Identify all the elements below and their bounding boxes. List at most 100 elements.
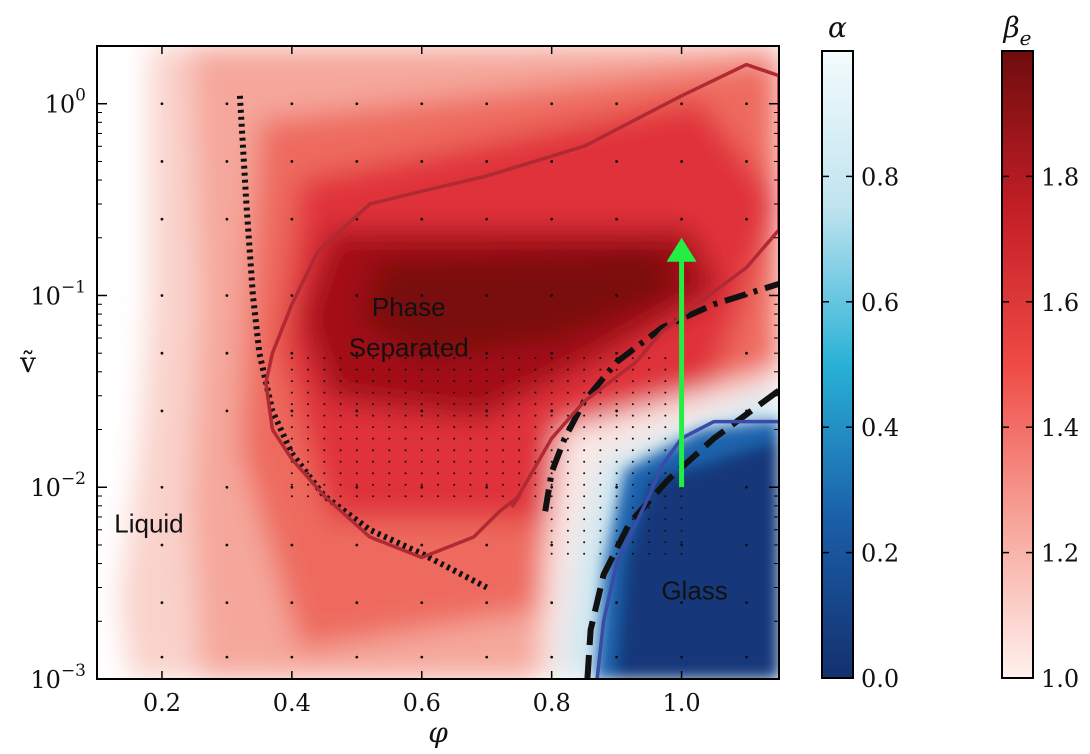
sample-dot (323, 472, 326, 475)
y-tick-label: 10−1 (30, 277, 86, 310)
sample-dot (534, 403, 537, 406)
sample-dot (355, 294, 359, 297)
sample-dot (631, 414, 634, 417)
sample-dot (290, 357, 293, 360)
sample-dot (664, 403, 667, 406)
sample-dot (420, 449, 423, 452)
sample-dot (290, 380, 293, 383)
sample-dot (420, 472, 423, 475)
sample-dot (599, 552, 602, 555)
sample-dot (307, 483, 310, 486)
sample-dot (680, 217, 683, 221)
sample-dot (550, 426, 553, 429)
sample-dot (388, 437, 391, 440)
sample-dot (583, 472, 586, 475)
sample-dot (550, 351, 554, 355)
sample-dot (469, 380, 472, 383)
sample-dot (648, 449, 651, 452)
sample-dot (420, 543, 424, 547)
sample-dot (566, 518, 569, 521)
colorbar-tick-label: 0.0 (861, 665, 899, 693)
sample-dot (290, 217, 294, 221)
sample-dot (485, 655, 489, 659)
sample-dot (420, 655, 424, 659)
sample-dot (485, 380, 488, 383)
sample-dot (664, 380, 667, 383)
sample-dot (339, 460, 342, 463)
sample-dot (518, 483, 521, 486)
sample-dot (583, 483, 586, 486)
sample-dot (339, 380, 342, 383)
sample-dot (485, 391, 488, 394)
x-tick-label: 0.8 (533, 689, 571, 717)
sample-dot (583, 368, 586, 371)
sample-dot (437, 483, 439, 486)
sample-dot (583, 426, 586, 429)
sample-dot (566, 357, 569, 360)
sample-dot (518, 437, 521, 440)
sample-dot (599, 357, 602, 360)
sample-dot (550, 472, 553, 475)
sample-dot (485, 357, 488, 360)
sample-dot (469, 437, 472, 440)
sample-dot (453, 483, 456, 486)
sample-dot (550, 160, 554, 163)
sample-dot (469, 414, 472, 417)
sample-dot (388, 380, 391, 383)
sample-dot (615, 391, 618, 394)
sample-dot (583, 391, 586, 394)
sample-dot (664, 495, 667, 498)
sample-dot (566, 437, 569, 440)
sample-dot (404, 483, 407, 486)
sample-dot (453, 391, 456, 394)
sample-dot (453, 449, 456, 452)
sample-dot (599, 483, 602, 486)
sample-dot (453, 380, 456, 383)
sample-dot (583, 437, 586, 440)
sample-dot (631, 506, 634, 509)
sample-dot (372, 472, 375, 475)
sample-dot (485, 217, 489, 221)
sample-dot (599, 506, 602, 509)
sample-dot (599, 541, 602, 544)
sample-dot (615, 409, 619, 413)
sample-dot (437, 460, 439, 463)
sample-dot (420, 483, 423, 486)
sample-dot (404, 472, 407, 475)
sample-dot (583, 495, 586, 498)
sample-dot (469, 495, 472, 498)
sample-dot (453, 437, 456, 440)
sample-dot (453, 426, 456, 429)
sample-dot (420, 485, 424, 489)
sample-dot (550, 380, 553, 383)
sample-dot (469, 368, 472, 371)
sample-dot (648, 391, 651, 394)
sample-dot (583, 506, 586, 509)
sample-dot (599, 368, 602, 371)
sample-dot (372, 426, 375, 429)
sample-dot (290, 543, 294, 547)
sample-dot (501, 403, 504, 406)
sample-dot (485, 351, 489, 355)
sample-dot (501, 449, 504, 452)
sample-dot (680, 160, 683, 163)
sample-dot (583, 541, 586, 544)
sample-dot (615, 460, 618, 463)
sample-dot (745, 655, 748, 659)
sample-dot (518, 391, 521, 394)
sample-dot (631, 460, 634, 463)
sample-dot (420, 102, 424, 106)
green-arrow (666, 237, 697, 488)
sample-dot (648, 380, 651, 383)
sample-dot (290, 391, 293, 394)
sample-dot (437, 426, 439, 429)
sample-dot (664, 437, 667, 440)
sample-dot (534, 368, 537, 371)
curve-solid-phase-boundary (264, 62, 779, 560)
sample-dot (404, 437, 407, 440)
sample-dot (307, 495, 310, 498)
sample-dot (664, 449, 667, 452)
sample-dot (437, 437, 439, 440)
sample-dot (420, 357, 423, 360)
